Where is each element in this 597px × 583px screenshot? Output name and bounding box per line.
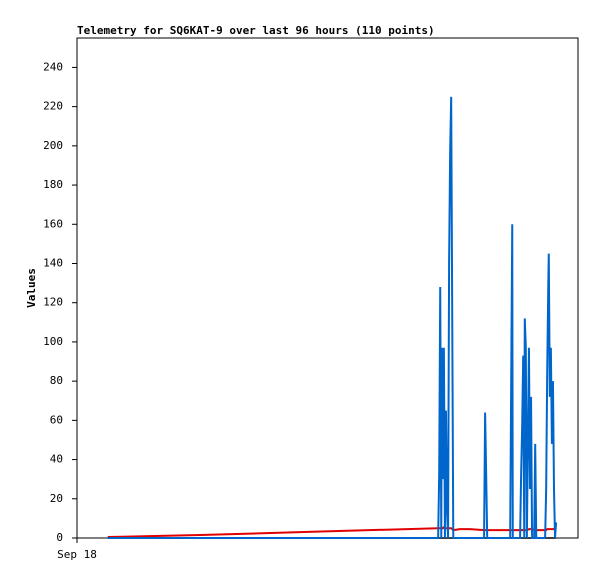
- y-tick-label: 0: [56, 531, 63, 544]
- y-tick-label: 100: [43, 335, 63, 348]
- y-tick-label: 200: [43, 139, 63, 152]
- y-tick-label: 40: [50, 453, 63, 466]
- series-line: [107, 525, 557, 539]
- y-tick-label: 160: [43, 217, 63, 230]
- plot-frame: [76, 37, 579, 539]
- series-line: [107, 96, 558, 539]
- y-tick-label: 140: [43, 256, 63, 269]
- y-tick-label: 120: [43, 296, 63, 309]
- chart-title: Telemetry for SQ6KAT-9 over last 96 hour…: [77, 24, 435, 37]
- x-tick-label: Sep 18: [57, 548, 97, 561]
- y-tick-label: 80: [50, 374, 63, 387]
- y-tick-label: 60: [50, 413, 63, 426]
- y-tick-label: 180: [43, 178, 63, 191]
- y-tick-label: 20: [50, 492, 63, 505]
- y-axis-label: Values: [25, 268, 38, 308]
- y-tick-label: 240: [43, 60, 63, 73]
- y-tick-label: 220: [43, 100, 63, 113]
